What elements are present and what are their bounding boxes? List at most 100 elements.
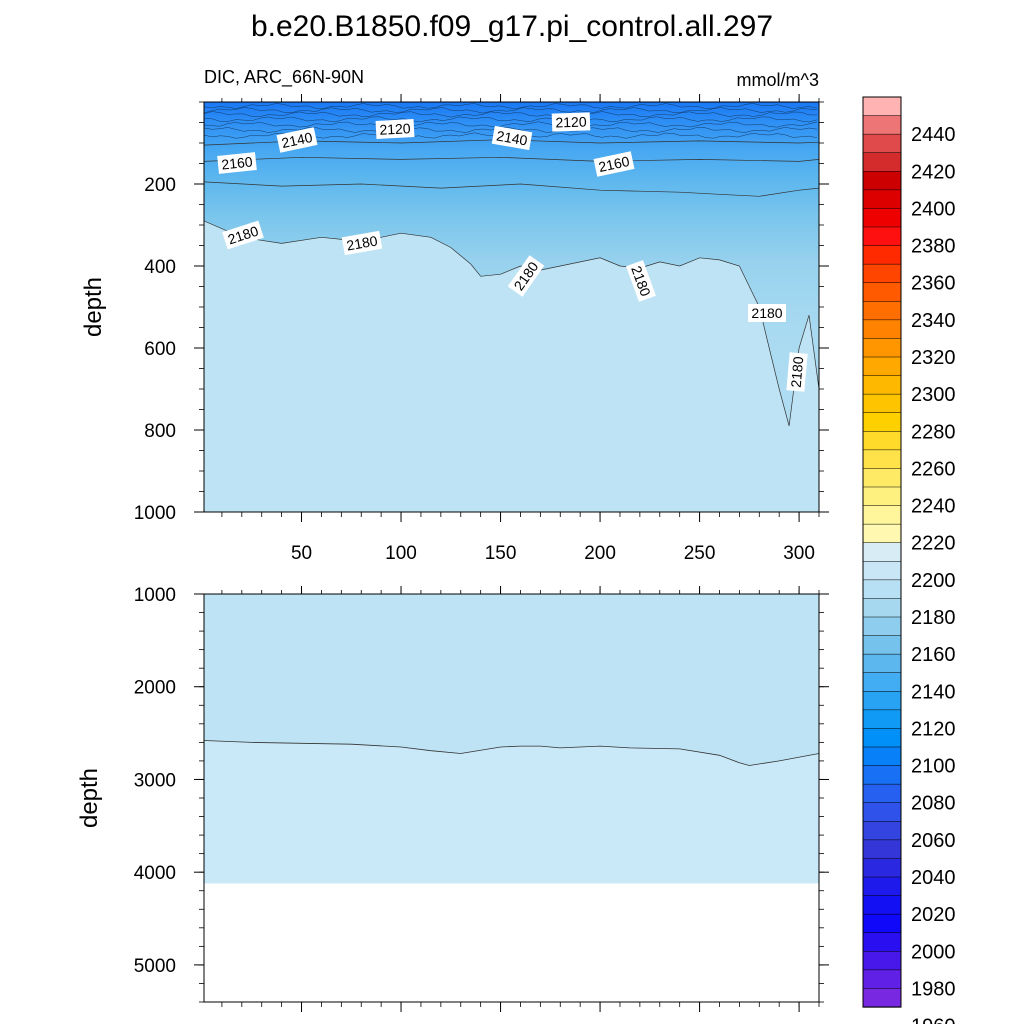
x-tick-label: 300: [783, 543, 815, 564]
x-tick-label: 100: [385, 543, 417, 564]
colorbar-swatch: [862, 431, 902, 451]
colorbar-swatch: [862, 301, 902, 321]
colorbar-swatch: [862, 876, 902, 897]
contour-label-text: 2140: [280, 129, 314, 151]
colorbar-label: 2080: [911, 793, 956, 815]
x-tick-label: 50: [291, 543, 312, 564]
colorbar-label: 2300: [911, 384, 956, 406]
colorbar-label: 2360: [911, 273, 956, 295]
contour-label: 2180: [507, 255, 545, 297]
colorbar-swatch: [862, 579, 902, 600]
colorbar-swatch: [862, 523, 902, 544]
lower-y-axis-label: depth: [76, 768, 103, 828]
colorbar-swatch: [862, 653, 902, 674]
colorbar-label: 2340: [911, 310, 956, 332]
colorbar-swatch: [862, 468, 902, 488]
colorbar: 2440 2420 2400 2380 2360 2340 2320 2300 2280 2260…: [862, 96, 956, 1024]
colorbar-swatch: [862, 393, 902, 414]
colorbar-swatch: [862, 765, 902, 785]
colorbar-swatch: [862, 616, 902, 637]
contour-line-2120: [204, 139, 819, 146]
y-tick-label: 2000: [134, 678, 176, 699]
surface-contour-line: [204, 103, 818, 110]
contour-label-text: 2180: [345, 232, 379, 253]
colorbar-swatch: [862, 821, 902, 841]
colorbar-label: 2180: [911, 607, 956, 629]
colorbar-swatch: [862, 635, 902, 655]
colorbar-swatch: [862, 932, 902, 952]
colorbar-label: 2400: [911, 198, 956, 220]
colorbar-swatch: [862, 263, 902, 284]
colorbar-swatch: [862, 356, 902, 377]
y-tick-label: 4000: [134, 863, 176, 884]
colorbar-swatch: [862, 449, 902, 470]
colorbar-label: 2260: [911, 458, 956, 480]
colorbar-swatch: [862, 486, 902, 507]
colorbar-swatch: [862, 412, 902, 432]
contour-label: 2140: [491, 125, 533, 151]
colorbar-swatch: [862, 783, 902, 804]
surface-contour-line: [204, 121, 818, 128]
colorbar-swatch: [862, 338, 902, 358]
chart-title: b.e20.B1850.f09_g17.pi_control.all.297: [251, 10, 773, 43]
colorbar-label: 2020: [911, 904, 956, 926]
contour-label: 2140: [276, 127, 318, 153]
contour-label: 2180: [786, 352, 808, 392]
upper-y-axis-label: depth: [80, 277, 107, 337]
colorbar-label: 1980: [911, 978, 956, 1000]
colorbar-swatch: [862, 133, 902, 154]
colorbar-swatch: [862, 839, 902, 860]
colorbar-label: 2380: [911, 236, 956, 258]
surface-contour-line: [204, 126, 818, 133]
contour-label: 2120: [375, 119, 415, 139]
contour-label-text: 2140: [495, 127, 529, 148]
colorbar-swatch: [862, 598, 902, 618]
y-tick-label: 400: [144, 257, 176, 278]
colorbar-label: 2440: [911, 124, 956, 146]
colorbar-label: 2280: [911, 421, 956, 443]
lower-contour-line: [204, 740, 819, 766]
colorbar-swatch: [862, 226, 902, 247]
colorbar-swatch: [862, 319, 902, 340]
units-subtitle: mmol/m^3: [737, 70, 819, 90]
colorbar-label: 2420: [911, 161, 956, 183]
colorbar-swatch: [862, 96, 902, 117]
colorbar-label: 2060: [911, 830, 956, 852]
colorbar-swatch: [862, 208, 902, 228]
lower-panel: 1000 2000 3000 4000 5000 depth: [76, 585, 829, 1012]
colorbar-swatch: [862, 245, 902, 265]
surface-contour-line: [204, 111, 818, 118]
colorbar-swatch: [862, 802, 902, 822]
colorbar-swatch: [862, 171, 902, 191]
upper-contour-lines: [204, 103, 819, 426]
colorbar-swatch: [862, 709, 902, 730]
contour-label-text: 2180: [751, 305, 782, 321]
colorbar-swatch: [862, 746, 902, 767]
contour-label: 2160: [593, 151, 635, 177]
colorbar-swatch: [862, 282, 902, 302]
colorbar-swatch: [862, 672, 902, 692]
variable-region-subtitle: DIC, ARC_66N-90N: [204, 67, 364, 88]
contour-label: 2180: [341, 230, 383, 256]
colorbar-label: 1960: [911, 1016, 956, 1024]
surface-contour-line: [204, 107, 818, 114]
y-tick-label: 800: [144, 421, 176, 442]
colorbar-swatch: [862, 969, 902, 990]
y-tick-label: 1000: [134, 585, 176, 606]
upper-axis-ticks: 50 100 150 200 250 300 200 400 600 800 1000: [134, 94, 829, 564]
x-tick-label: 200: [584, 543, 616, 564]
colorbar-label: 2120: [911, 718, 956, 740]
colorbar-label: 2160: [911, 644, 956, 666]
y-tick-label: 200: [144, 175, 176, 196]
colorbar-swatch: [862, 895, 902, 915]
x-tick-label: 150: [485, 543, 517, 564]
upper-contour-labels: 2140 2120 2140 2120 2160 2160 2180 2180 2180 2180…: [217, 112, 808, 392]
contour-label: 2180: [748, 304, 786, 322]
contour-label-text: 2160: [597, 153, 631, 175]
colorbar-swatch: [862, 115, 902, 135]
colorbar-label: 2040: [911, 867, 956, 889]
contour-label-text: 2180: [788, 356, 807, 389]
colorbar-label: 2320: [911, 347, 956, 369]
colorbar-label: 2100: [911, 756, 956, 778]
